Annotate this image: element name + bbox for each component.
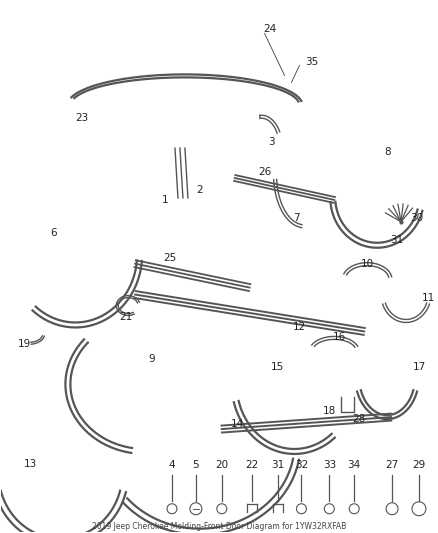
Text: 2019 Jeep Cherokee Molding-Front Door Diagram for 1YW32RXFAB: 2019 Jeep Cherokee Molding-Front Door Di…	[92, 522, 346, 531]
Text: 8: 8	[384, 147, 390, 157]
Text: 11: 11	[422, 293, 435, 303]
Text: 2: 2	[197, 185, 203, 195]
Text: 14: 14	[231, 419, 244, 429]
Text: 26: 26	[258, 167, 271, 177]
Text: 24: 24	[263, 23, 276, 34]
Text: 12: 12	[293, 322, 306, 333]
Text: 16: 16	[333, 333, 346, 342]
Text: 1: 1	[162, 195, 168, 205]
Text: 7: 7	[293, 213, 300, 223]
Text: 34: 34	[348, 460, 361, 470]
Text: 19: 19	[18, 340, 31, 349]
Text: 6: 6	[50, 228, 57, 238]
Text: 3: 3	[268, 137, 275, 147]
Text: 25: 25	[163, 253, 177, 263]
Text: 18: 18	[323, 406, 336, 416]
Text: 32: 32	[295, 460, 308, 470]
Text: 33: 33	[323, 460, 336, 470]
Text: 29: 29	[412, 460, 426, 470]
Text: 23: 23	[76, 113, 89, 123]
Text: 15: 15	[271, 362, 284, 372]
Text: 13: 13	[24, 459, 37, 469]
Text: 31: 31	[390, 235, 404, 245]
Text: 30: 30	[410, 213, 424, 223]
Text: 22: 22	[245, 460, 258, 470]
Text: 35: 35	[305, 58, 318, 68]
Text: 9: 9	[149, 354, 155, 365]
Text: 28: 28	[353, 414, 366, 424]
Text: 31: 31	[271, 460, 284, 470]
Text: 20: 20	[215, 460, 228, 470]
Text: 4: 4	[169, 460, 175, 470]
Text: 27: 27	[385, 460, 399, 470]
Text: 21: 21	[120, 312, 133, 322]
Text: 17: 17	[412, 362, 426, 372]
Text: 10: 10	[360, 259, 374, 269]
Text: 5: 5	[193, 460, 199, 470]
